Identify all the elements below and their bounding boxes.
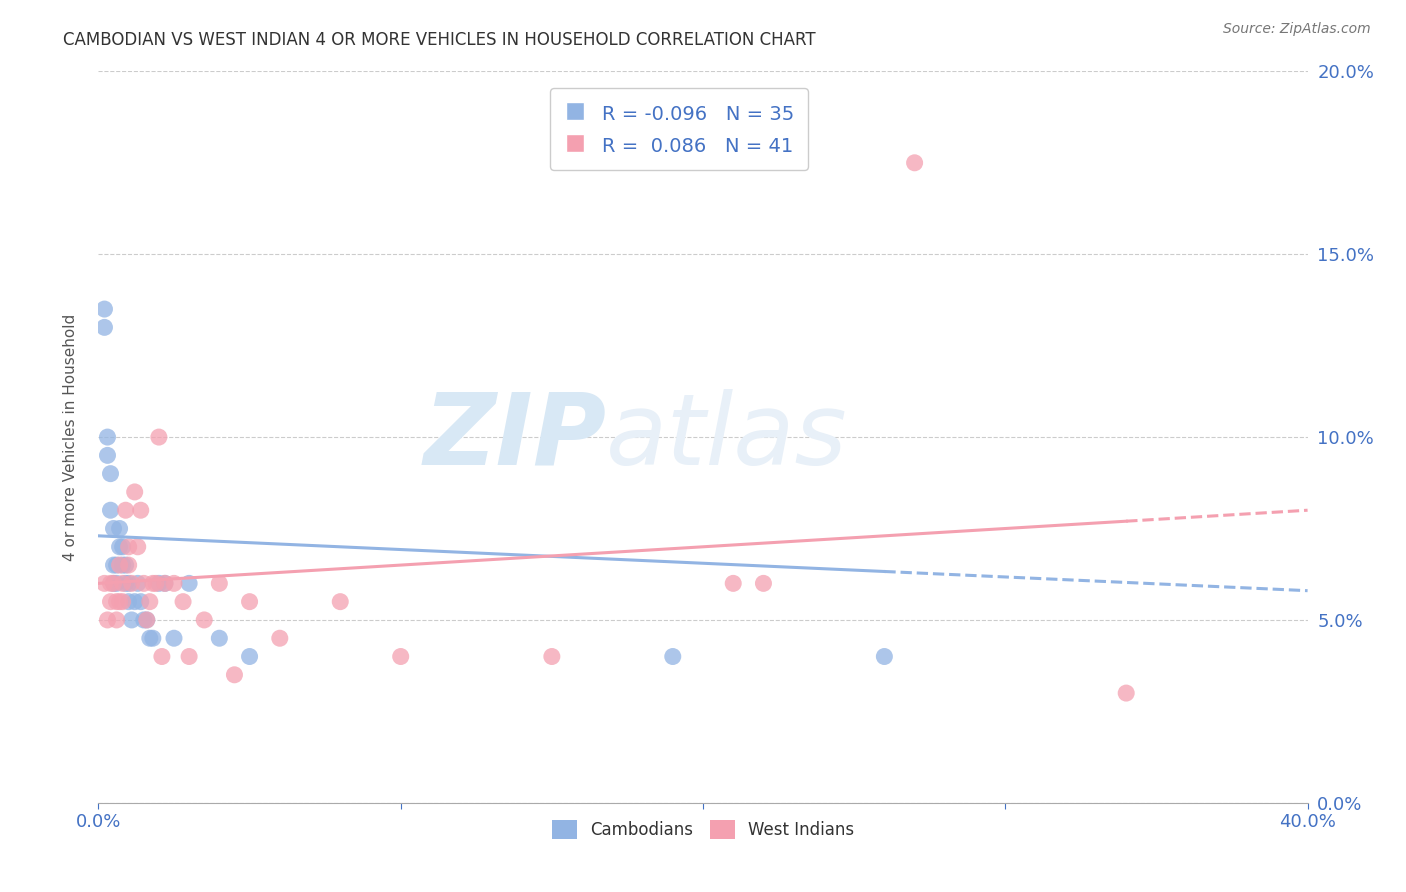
Point	[96, 613, 118, 627]
Y-axis label: 4 or more Vehicles in Household: 4 or more Vehicles in Household	[63, 313, 77, 561]
Point	[100, 576, 122, 591]
Point	[105, 594, 128, 608]
Point	[752, 576, 775, 591]
Point	[163, 632, 186, 646]
Point	[127, 540, 149, 554]
Point	[103, 521, 125, 535]
Text: Source: ZipAtlas.com: Source: ZipAtlas.com	[1223, 22, 1371, 37]
Point	[100, 467, 122, 481]
Point	[142, 632, 165, 646]
Point	[105, 613, 128, 627]
Point	[93, 576, 115, 591]
Point	[193, 613, 215, 627]
Point	[96, 430, 118, 444]
Point	[111, 558, 134, 573]
Point	[389, 649, 412, 664]
Point	[208, 576, 231, 591]
Point	[329, 594, 352, 608]
Point	[172, 594, 194, 608]
Point	[108, 521, 131, 535]
Point	[100, 503, 122, 517]
Point	[124, 485, 146, 500]
Point	[111, 540, 134, 554]
Point	[108, 558, 131, 573]
Point	[163, 576, 186, 591]
Point	[139, 594, 162, 608]
Point	[105, 576, 128, 591]
Point	[127, 576, 149, 591]
Point	[179, 576, 201, 591]
Point	[153, 576, 176, 591]
Point	[239, 594, 262, 608]
Text: CAMBODIAN VS WEST INDIAN 4 OR MORE VEHICLES IN HOUSEHOLD CORRELATION CHART: CAMBODIAN VS WEST INDIAN 4 OR MORE VEHIC…	[63, 31, 815, 49]
Point	[96, 448, 118, 462]
Text: atlas: atlas	[606, 389, 848, 485]
Point	[132, 576, 155, 591]
Point	[723, 576, 745, 591]
Point	[132, 613, 155, 627]
Point	[118, 576, 141, 591]
Point	[224, 667, 246, 681]
Point	[148, 576, 170, 591]
Point	[873, 649, 896, 664]
Point	[129, 503, 152, 517]
Point	[103, 576, 125, 591]
Point	[129, 594, 152, 608]
Point	[114, 558, 136, 573]
Point	[93, 301, 115, 317]
Point	[108, 540, 131, 554]
Point	[904, 156, 927, 170]
Point	[148, 430, 170, 444]
Point	[153, 576, 176, 591]
Point	[121, 576, 143, 591]
Point	[118, 558, 141, 573]
Point	[150, 649, 173, 664]
Point	[540, 649, 562, 664]
Point	[103, 558, 125, 573]
Point	[108, 594, 131, 608]
Point	[135, 613, 157, 627]
Point	[100, 594, 122, 608]
Point	[139, 632, 162, 646]
Point	[114, 576, 136, 591]
Point	[124, 594, 146, 608]
Point	[118, 540, 141, 554]
Point	[269, 632, 291, 646]
Legend: Cambodians, West Indians: Cambodians, West Indians	[546, 814, 860, 846]
Point	[111, 594, 134, 608]
Point	[142, 576, 165, 591]
Point	[145, 576, 167, 591]
Point	[208, 632, 231, 646]
Point	[114, 503, 136, 517]
Text: ZIP: ZIP	[423, 389, 606, 485]
Point	[1115, 686, 1137, 700]
Point	[135, 613, 157, 627]
Point	[93, 320, 115, 334]
Point	[105, 558, 128, 573]
Point	[239, 649, 262, 664]
Point	[179, 649, 201, 664]
Point	[121, 613, 143, 627]
Point	[111, 576, 134, 591]
Point	[103, 576, 125, 591]
Point	[118, 594, 141, 608]
Point	[661, 649, 683, 664]
